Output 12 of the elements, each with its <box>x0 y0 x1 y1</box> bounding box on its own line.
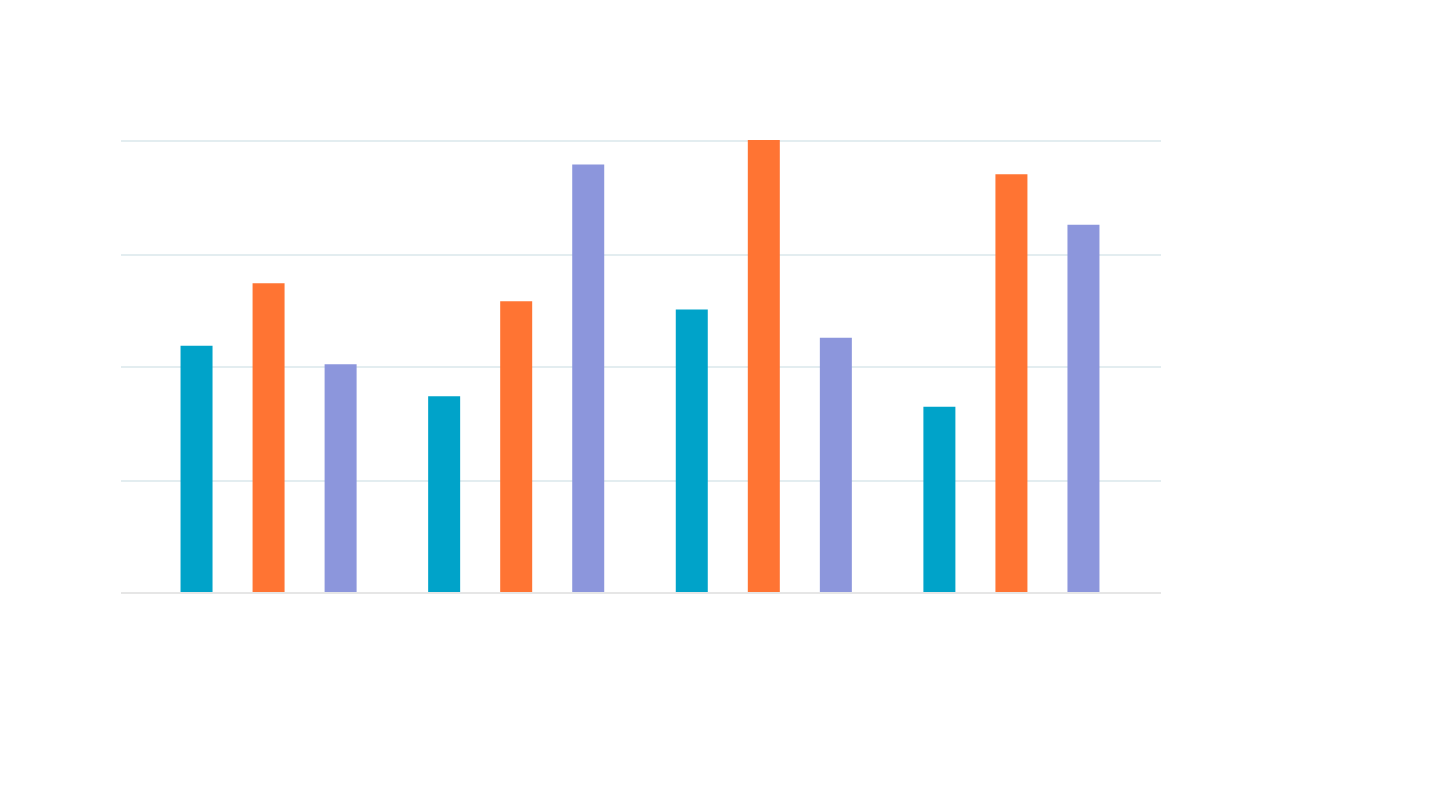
bar <box>819 337 852 592</box>
bar <box>1067 224 1100 592</box>
bar <box>675 309 708 592</box>
bar <box>324 364 357 592</box>
bar <box>995 174 1028 592</box>
bar <box>572 164 605 592</box>
bar <box>428 396 461 592</box>
bar <box>500 301 533 592</box>
bar <box>923 406 956 592</box>
bar <box>747 140 780 592</box>
bar <box>252 283 285 592</box>
bar <box>180 345 213 592</box>
